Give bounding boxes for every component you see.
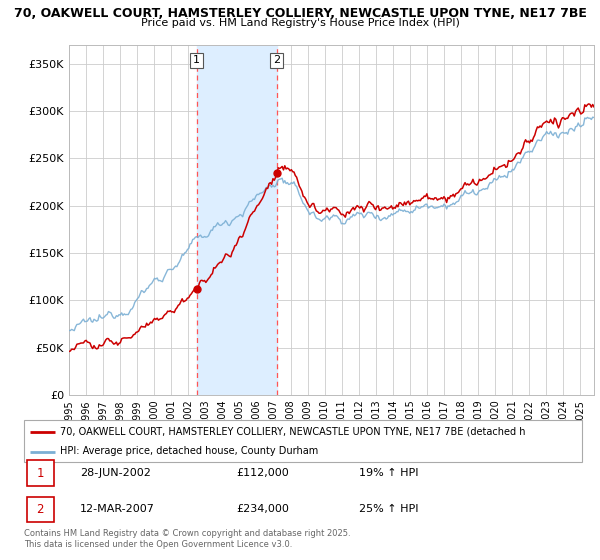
Text: Price paid vs. HM Land Registry's House Price Index (HPI): Price paid vs. HM Land Registry's House … [140, 18, 460, 29]
Text: HPI: Average price, detached house, County Durham: HPI: Average price, detached house, Coun… [60, 446, 319, 456]
Bar [197, 45, 277, 395]
FancyBboxPatch shape [27, 497, 53, 522]
Text: 70, OAKWELL COURT, HAMSTERLEY COLLIERY, NEWCASTLE UPON TYNE, NE17 7BE (detached : 70, OAKWELL COURT, HAMSTERLEY COLLIERY, … [60, 427, 526, 437]
Text: 1: 1 [193, 55, 200, 66]
Text: 25% ↑ HPI: 25% ↑ HPI [359, 505, 418, 515]
Text: 2: 2 [37, 503, 44, 516]
Text: 70, OAKWELL COURT, HAMSTERLEY COLLIERY, NEWCASTLE UPON TYNE, NE17 7BE: 70, OAKWELL COURT, HAMSTERLEY COLLIERY, … [14, 7, 586, 20]
Text: £112,000: £112,000 [236, 468, 289, 478]
Text: 2: 2 [273, 55, 280, 66]
Text: 19% ↑ HPI: 19% ↑ HPI [359, 468, 418, 478]
FancyBboxPatch shape [24, 420, 582, 462]
Text: 12-MAR-2007: 12-MAR-2007 [80, 505, 155, 515]
FancyBboxPatch shape [27, 460, 53, 486]
Text: £234,000: £234,000 [236, 505, 289, 515]
Text: 1: 1 [37, 467, 44, 480]
Text: Contains HM Land Registry data © Crown copyright and database right 2025.
This d: Contains HM Land Registry data © Crown c… [24, 529, 350, 549]
Text: 28-JUN-2002: 28-JUN-2002 [80, 468, 151, 478]
